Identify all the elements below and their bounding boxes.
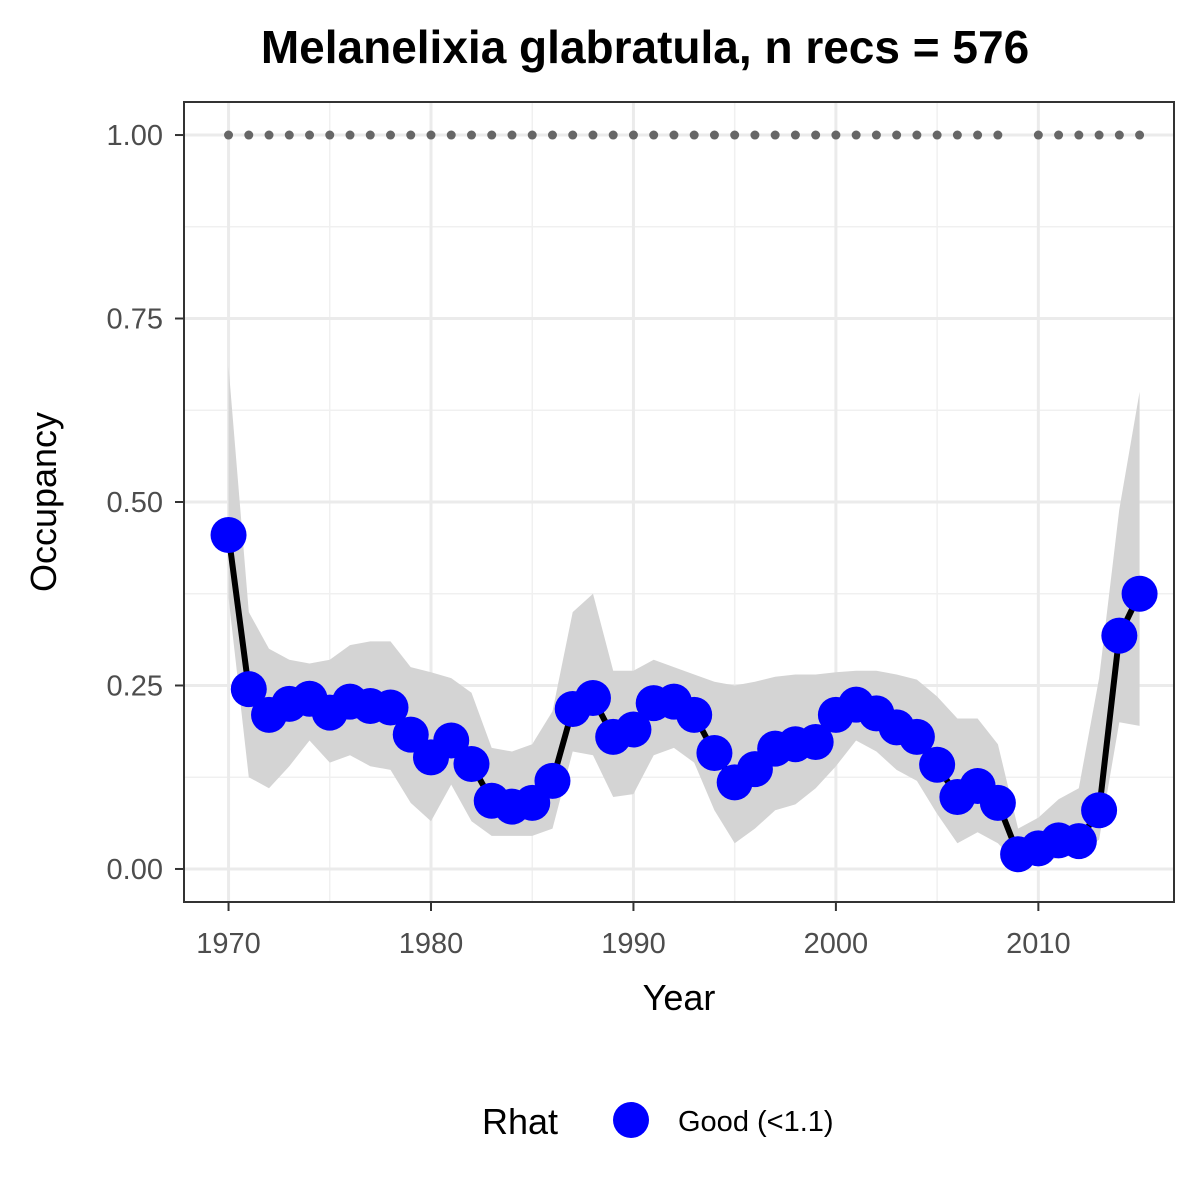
record-dot [669, 130, 679, 140]
data-point [534, 762, 571, 799]
record-dot [973, 130, 983, 140]
occupancy-points [210, 517, 1158, 873]
record-dot [871, 130, 881, 140]
data-point [230, 671, 267, 708]
record-dot [1094, 130, 1104, 140]
data-point [372, 689, 409, 726]
record-dot [487, 130, 497, 140]
data-point [797, 724, 834, 760]
data-point [433, 722, 470, 759]
record-dot [952, 130, 962, 140]
x-axis-title: Year [643, 977, 716, 1018]
data-point [453, 746, 490, 783]
record-dot [244, 130, 254, 140]
record-dot [386, 130, 396, 140]
record-dot [588, 130, 598, 140]
y-axis: 0.00 0.25 0.50 0.75 1.00 [107, 120, 184, 886]
records-dots [224, 130, 1145, 140]
record-dot [325, 130, 335, 140]
data-point [1060, 823, 1097, 860]
y-tick-label: 1.00 [107, 120, 163, 152]
data-point [676, 696, 713, 733]
record-dot [527, 130, 537, 140]
record-dot [892, 130, 902, 140]
y-axis-title: Occupancy [23, 412, 64, 592]
data-point [1121, 575, 1158, 612]
record-dot [1054, 130, 1064, 140]
record-dot [730, 130, 740, 140]
data-point [210, 517, 247, 554]
data-point [1101, 617, 1138, 654]
record-dot [547, 130, 557, 140]
legend-title: Rhat [482, 1101, 558, 1142]
record-dot [406, 130, 416, 140]
x-axis: 1970 1980 1990 2000 2010 [196, 902, 1071, 960]
record-dot [608, 130, 618, 140]
data-point [898, 718, 935, 755]
data-point [696, 735, 733, 772]
record-dot [811, 130, 821, 140]
record-dot [305, 130, 315, 140]
record-dot [284, 130, 294, 140]
record-dot [851, 130, 861, 140]
legend-key-point [613, 1102, 649, 1138]
data-point [615, 711, 652, 748]
record-dot [345, 130, 355, 140]
record-dot [1074, 130, 1084, 140]
x-tick-label: 1980 [399, 928, 464, 960]
data-point [574, 679, 611, 716]
record-dot [750, 130, 760, 140]
x-tick-label: 1990 [601, 928, 666, 960]
record-dot [507, 130, 517, 140]
record-dot [1135, 130, 1145, 140]
record-dot [1114, 130, 1124, 140]
record-dot [932, 130, 942, 140]
record-dot [689, 130, 699, 140]
record-dot [649, 130, 659, 140]
record-dot [709, 130, 719, 140]
record-dot [831, 130, 841, 140]
legend-label: Good (<1.1) [678, 1106, 834, 1138]
y-tick-label: 0.25 [107, 670, 163, 702]
x-tick-label: 2010 [1006, 928, 1071, 960]
record-dot [790, 130, 800, 140]
x-tick-label: 2000 [804, 928, 869, 960]
legend: Rhat Good (<1.1) [482, 1101, 834, 1142]
chart-title: Melanelixia glabratula, n recs = 576 [261, 21, 1029, 73]
x-tick-label: 1970 [196, 928, 261, 960]
record-dot [770, 130, 780, 140]
record-dot [568, 130, 578, 140]
record-dot [264, 130, 274, 140]
record-dot [446, 130, 456, 140]
plot-area [183, 101, 1175, 903]
data-point [919, 746, 956, 783]
record-dot [224, 130, 234, 140]
record-dot [628, 130, 638, 140]
y-tick-label: 0.00 [107, 854, 163, 886]
record-dot [426, 130, 436, 140]
y-tick-label: 0.75 [107, 304, 163, 336]
record-dot [993, 130, 1003, 140]
record-dot [1033, 130, 1043, 140]
data-point [979, 784, 1016, 821]
record-dot [365, 130, 375, 140]
data-point [1081, 792, 1118, 829]
record-dot [466, 130, 476, 140]
record-dot [912, 130, 922, 140]
y-tick-label: 0.50 [107, 487, 163, 519]
